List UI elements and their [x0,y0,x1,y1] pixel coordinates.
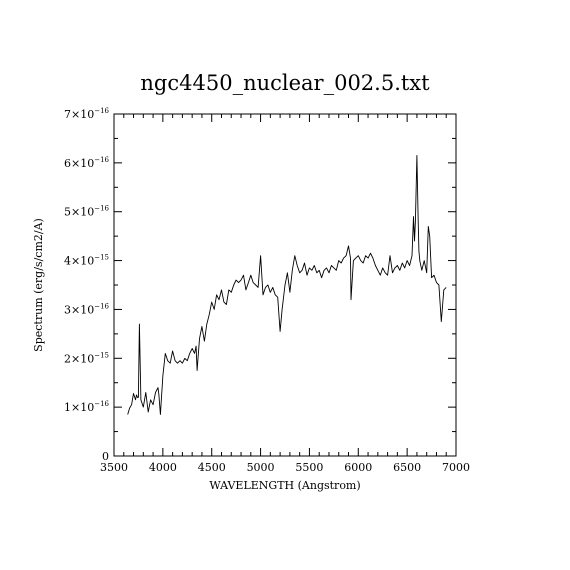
y-tick-exponent: −15 [94,254,109,262]
y-tick-exponent: −15 [94,351,109,359]
y-tick-exponent: −16 [94,400,109,408]
y-tick-mantissa: 7×10 [64,108,94,121]
x-axis-label: WAVELENGTH (Angstrom) [209,479,360,492]
y-tick-mantissa: 6×10 [64,157,94,170]
x-tick-label: 5000 [247,461,275,474]
y-tick-label: 0 [102,450,109,463]
x-tick-label: 3500 [100,461,128,474]
spectrum-line [127,155,447,415]
x-tick-label: 7000 [442,461,470,474]
y-tick-mantissa: 3×10 [64,303,94,316]
x-tick-label: 4500 [198,461,226,474]
y-tick-exponent: −16 [94,156,109,164]
axis-ticks [113,113,457,457]
x-tick-label: 4000 [149,461,177,474]
y-tick-mantissa: 4×10 [64,255,94,268]
y-tick-label: 6×10−16 [64,156,110,170]
y-tick-label: 3×10−16 [64,302,110,316]
x-tick-label: 5500 [295,461,323,474]
x-tick-label: 6500 [393,461,421,474]
x-tick-labels: 3500 4000 4500 5000 5500 6000 6500 7000 [100,461,470,474]
y-tick-label: 7×10−16 [64,107,110,121]
y-tick-mantissa: 2×10 [64,352,94,365]
y-tick-mantissa: 0 [102,450,109,463]
y-axis-label: Spectrum (erg/s/cm2/A) [32,218,45,352]
y-tick-mantissa: 1×10 [64,401,94,414]
y-tick-exponent: −16 [94,302,109,310]
y-tick-exponent: −16 [94,107,109,115]
y-tick-label: 4×10−15 [64,254,109,268]
y-tick-label: 5×10−16 [64,205,110,219]
chart-title: ngc4450_nuclear_002.5.txt [140,71,430,95]
x-tick-label: 6000 [344,461,372,474]
y-tick-label: 1×10−16 [64,400,110,414]
y-tick-exponent: −16 [94,205,109,213]
y-tick-labels: 01×10−162×10−153×10−164×10−155×10−166×10… [64,107,110,463]
y-tick-mantissa: 5×10 [64,206,94,219]
y-tick-label: 2×10−15 [64,351,109,365]
